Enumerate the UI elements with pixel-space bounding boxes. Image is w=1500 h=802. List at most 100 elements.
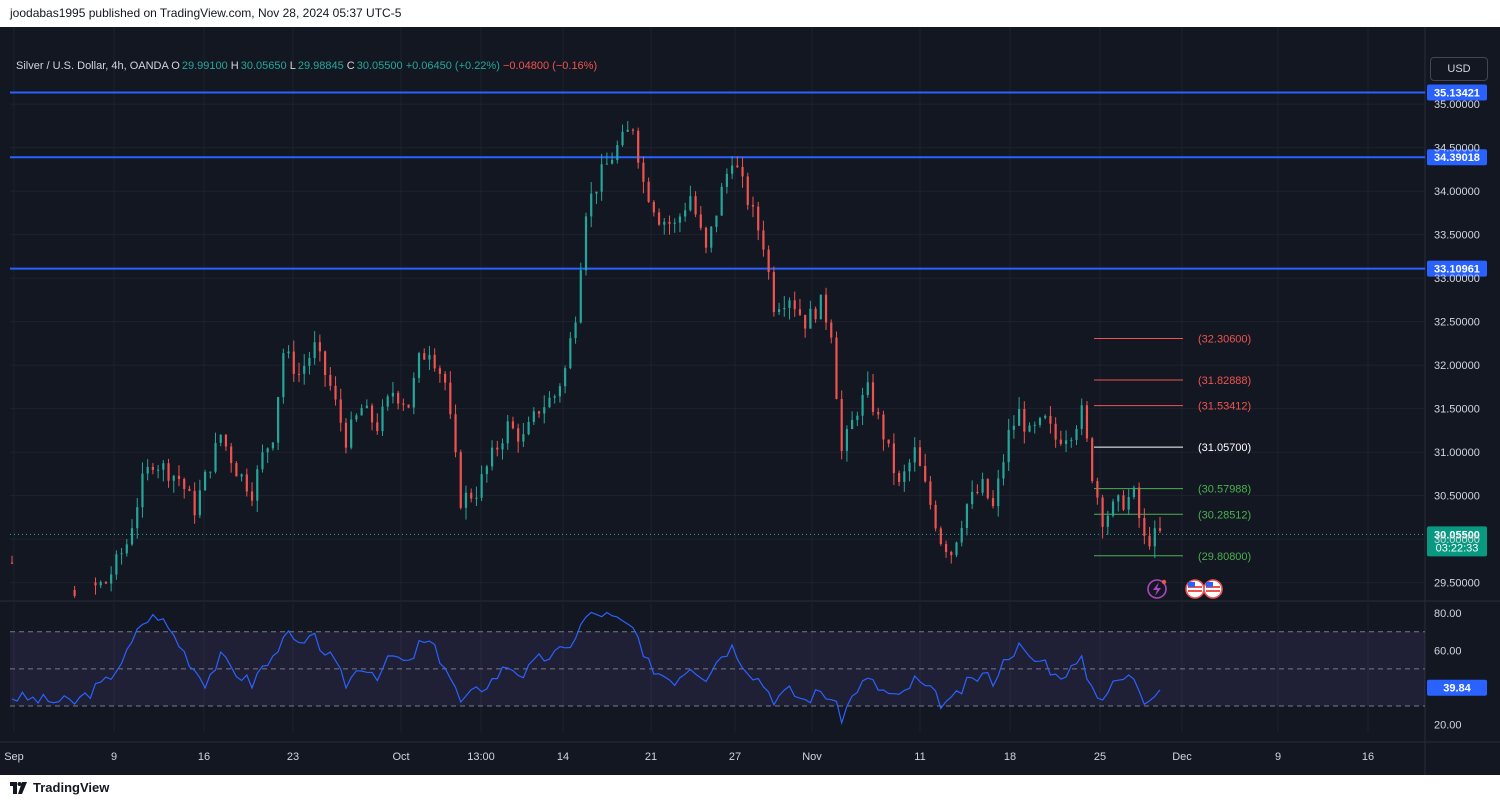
candle-body (125, 544, 128, 554)
candle-body (360, 408, 363, 416)
candle-body (819, 294, 822, 320)
candle-body (814, 308, 817, 320)
target-level-label: (31.53412) (1198, 401, 1251, 413)
candle-body (793, 300, 796, 310)
price-tick-label: 33.50000 (1434, 230, 1480, 242)
time-tick-label: Sep (4, 751, 24, 763)
candle-body (344, 422, 348, 448)
candle-body (788, 300, 791, 308)
rsi-tick-label: 80.00 (1434, 608, 1462, 620)
candle-body (1091, 438, 1094, 482)
tradingview-brand[interactable]: TradingView (10, 780, 109, 795)
candle-body (1070, 439, 1073, 441)
target-level-label: (32.30600) (1198, 334, 1251, 346)
candle-body (908, 462, 911, 472)
candle-body (1148, 535, 1151, 547)
candle-body (1080, 405, 1083, 429)
candle-body (318, 342, 321, 352)
price-tick-label: 34.50000 (1434, 143, 1480, 155)
price-tick-label: 31.50000 (1434, 404, 1480, 416)
candle-body (663, 221, 666, 225)
candle-body (73, 589, 76, 596)
target-level-label: (30.57988) (1198, 484, 1251, 496)
symbol-legend: Silver / U.S. Dollar, 4h, OANDA O 29.9910… (16, 60, 597, 72)
candle-body (1111, 501, 1115, 516)
candles (10, 121, 1162, 598)
candle-body (130, 528, 134, 545)
candle-body (798, 309, 802, 315)
candle-body (334, 385, 337, 400)
candle-body (303, 365, 306, 374)
currency-button[interactable]: USD (1430, 57, 1488, 81)
candle-body (522, 434, 525, 442)
candle-body (177, 475, 181, 480)
candle-body (110, 574, 113, 584)
candle-body (350, 419, 353, 448)
candle-body (459, 452, 462, 508)
candle-body (214, 442, 217, 472)
target-level-label: (31.05700) (1198, 442, 1251, 454)
candle-body (699, 214, 702, 228)
candle-body (496, 447, 499, 450)
candle-body (1127, 496, 1130, 510)
us-flag-event-icon[interactable] (1203, 579, 1223, 599)
published-text: joodabas1995 published on TradingView.co… (10, 6, 402, 20)
time-tick-label: 21 (645, 751, 657, 763)
candle-body (976, 491, 979, 493)
horizontal-level-label: 34.39018 (1434, 152, 1480, 164)
candle-body (449, 382, 452, 415)
candle-body (511, 421, 515, 429)
event-markers[interactable] (1147, 579, 1223, 599)
candle-body (120, 553, 123, 555)
candle-body (939, 528, 942, 545)
candle-body (172, 475, 175, 481)
candle-body (553, 396, 556, 398)
price-tick-label: 30.50000 (1434, 491, 1480, 503)
candle-body (720, 186, 723, 216)
us-flag-event-icon[interactable] (1185, 579, 1205, 599)
price-tick-label: 31.00000 (1434, 447, 1480, 459)
candle-body (1033, 424, 1036, 426)
candle-body (856, 415, 859, 420)
candle-body (376, 422, 379, 432)
candle-body (564, 368, 567, 387)
candle-body (548, 397, 551, 408)
close-value: 30.05500 (356, 60, 403, 72)
chart-area[interactable]: 35.13421 34.39018 33.10961 30.05500 03:22:33… (0, 27, 1500, 775)
price-tick-label: 29.50000 (1434, 578, 1480, 590)
candle-body (673, 222, 676, 224)
candle-body (261, 452, 264, 470)
candle-body (684, 210, 687, 217)
time-tick-label: 23 (287, 751, 299, 763)
candle-body (637, 130, 640, 163)
flash-event-icon[interactable] (1147, 579, 1167, 599)
chart-svg[interactable]: 35.1342134.3901833.1096130.0550003:22:33… (0, 27, 1500, 775)
candle-body (991, 498, 995, 507)
target-levels[interactable]: (32.30600) (31.82888) (31.53412) (31.05700)… (1094, 334, 1251, 563)
candle-body (271, 442, 275, 449)
candle-body (934, 504, 937, 529)
candle-body (574, 322, 577, 339)
candle-body (183, 479, 186, 489)
price-tick-label: 35.00000 (1434, 99, 1480, 111)
candle-body (230, 446, 233, 464)
candle-body (772, 272, 775, 313)
candle-body (950, 551, 953, 556)
price-axis[interactable]: 35.00000 34.50000 34.00000 33.50000 33.00000… (1427, 99, 1487, 732)
candle-body (517, 428, 520, 442)
candle-body (454, 414, 457, 453)
candle-body (751, 205, 755, 207)
target-level-label: (31.82888) (1198, 375, 1251, 387)
candle-body (240, 474, 243, 477)
price-tick-label: 34.00000 (1434, 186, 1480, 198)
candle-body (892, 443, 895, 474)
horizontal-level-tag (1427, 260, 1487, 277)
candle-body (136, 507, 139, 529)
candle-body (689, 196, 692, 211)
candle-body (1018, 409, 1021, 426)
candle-body (397, 392, 400, 404)
candle-body (94, 582, 97, 586)
time-axis[interactable]: Sep 9 16 23 Oct 13:00 14 21 27 Nov 11 18 25 Dec 9 16 (4, 751, 1374, 763)
price-tick-label: 30.00000 (1434, 534, 1480, 546)
